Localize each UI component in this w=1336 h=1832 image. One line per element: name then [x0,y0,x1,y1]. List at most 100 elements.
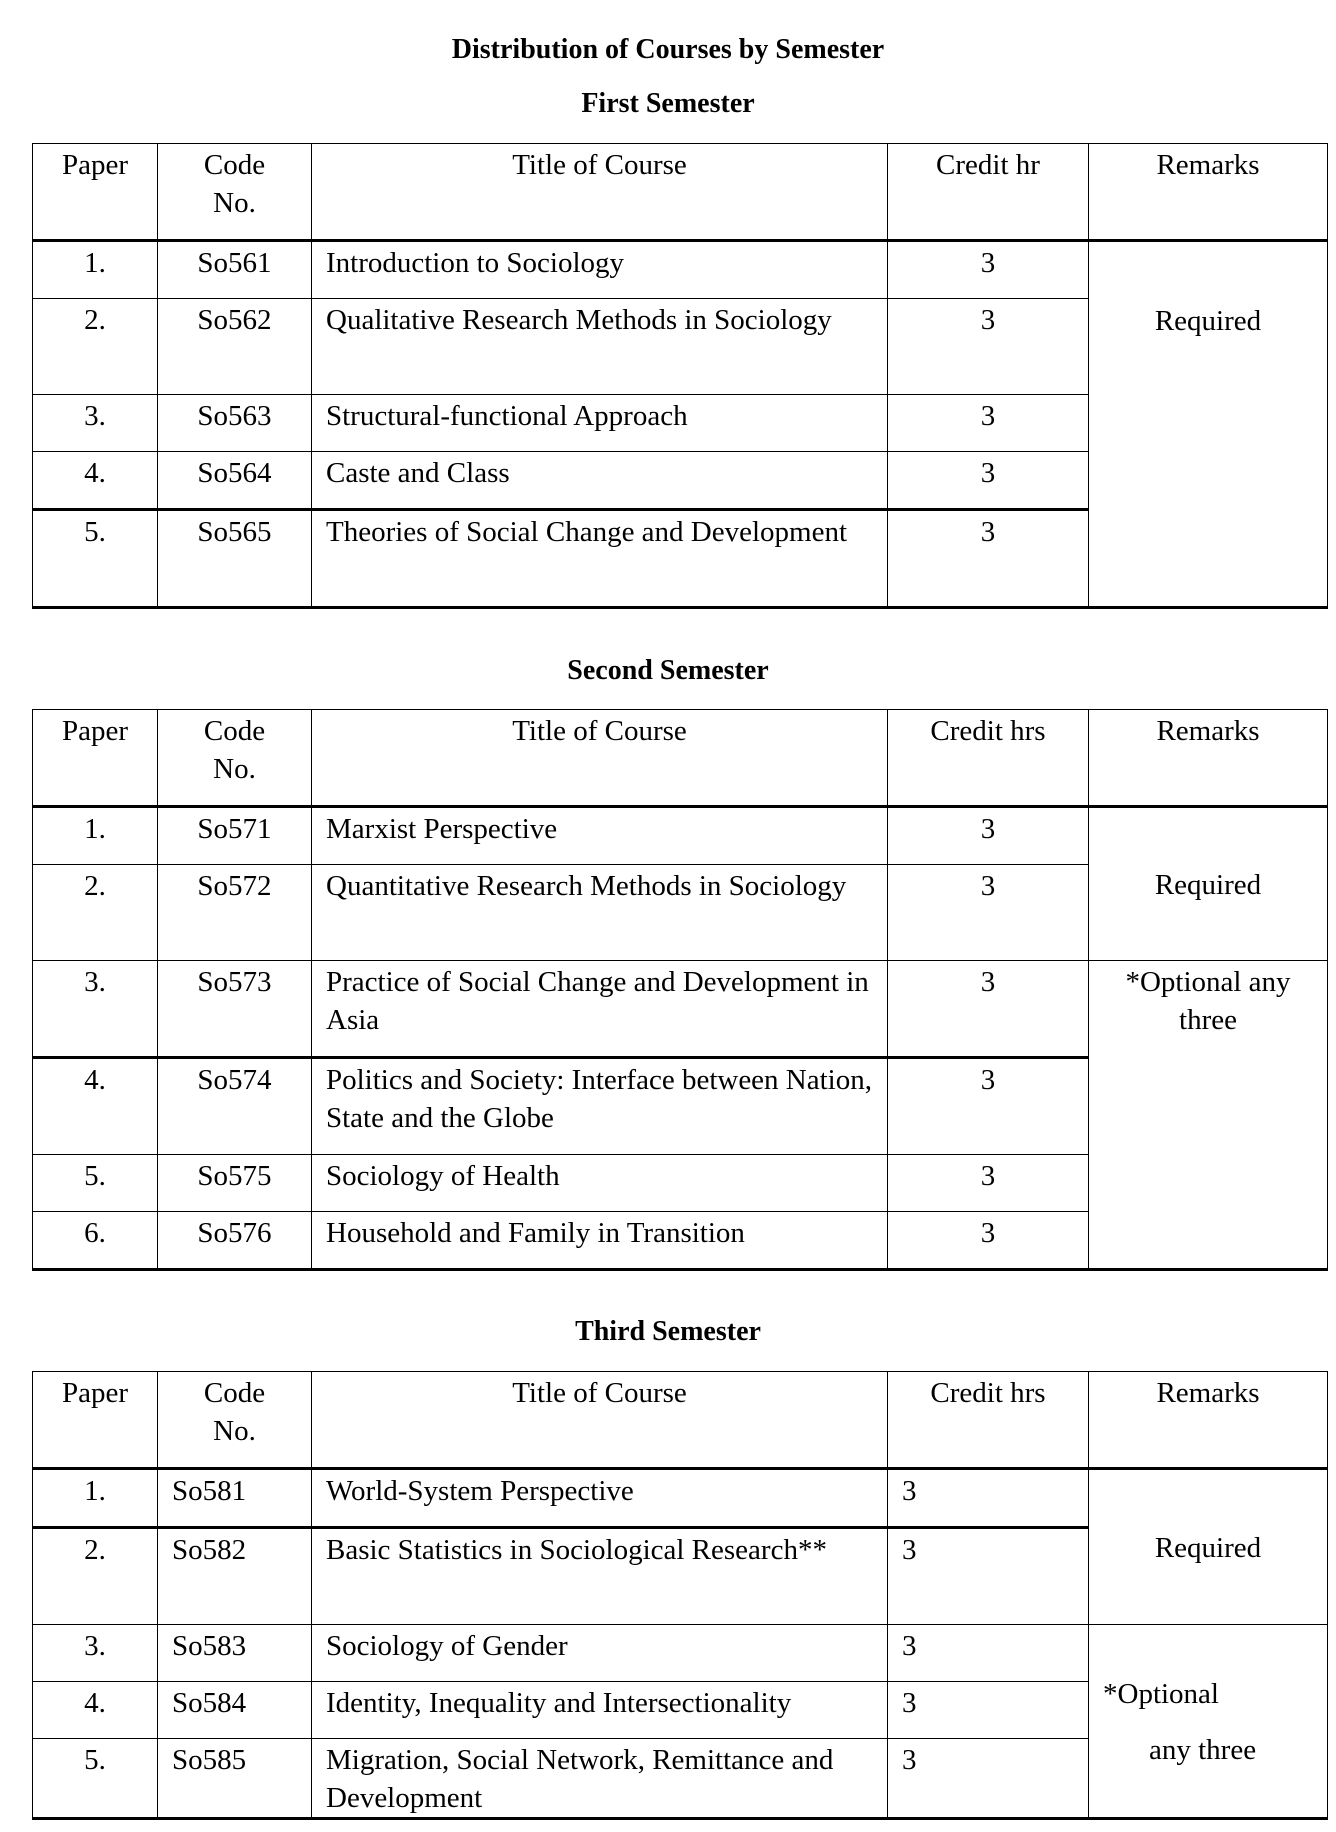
course-code: So562 [157,298,312,395]
remarks-text: any three [1149,1734,1257,1766]
course-title: Identity, Inequality and Intersectionali… [311,1681,888,1739]
credit-hours: 3 [887,1467,1089,1528]
header-paper: Paper [32,1371,158,1469]
credit-hours: 3 [887,1738,1089,1819]
table-row: 1. So561 Introduction to Sociology 3 Require… [32,239,1328,608]
paper-number: 1. [32,805,158,865]
document-title: Distribution of Courses by Semester [451,34,885,65]
table-row: 5. So585 Migration, Social Network, Remitt… [32,1738,1328,1819]
remarks-text: Required [1154,305,1262,337]
course-title: Qualitative Research Methods in Sociolog… [311,298,888,395]
course-code: So571 [157,805,312,865]
header-credit: Credit hr [887,143,1089,241]
paper-number: 5. [32,1738,158,1819]
credit-hours: 3 [887,1154,1089,1212]
header-remarks: Remarks [1088,143,1328,241]
paper-number: 4. [32,1681,158,1739]
paper-number: 5. [32,1154,158,1212]
table-row: 3. So563 Structural-functional Approach 3 [32,394,1328,452]
credit-hours: 3 [887,1056,1089,1155]
course-title: Introduction to Sociology [311,239,888,299]
table-row: 4. So574 Politics and Society: Interface b… [32,1056,1328,1155]
table-row: 4. So564 Caste and Class 3 [32,451,1328,510]
header-paper: Paper [32,709,158,807]
credit-hours: 3 [887,394,1089,452]
table-row: 2. So572 Quantitative Research Methods in … [32,864,1328,961]
credit-hours: 3 [887,1211,1089,1270]
header-row: Paper Code No. Title of Course Credit hrs Re… [32,709,1328,807]
credit-hours: 3 [887,239,1089,299]
table-row: 1. So571 Marxist Perspective 3 Required [32,805,1328,961]
semester-heading: Third Semester [575,1316,761,1347]
header-row: Paper Code No. Title of Course Credit hrs Re… [32,1371,1328,1469]
paper-number: 3. [32,394,158,452]
credit-hours: 3 [887,1526,1089,1625]
course-title: Sociology of Health [311,1154,888,1212]
header-row: Paper Code No. Title of Course Credit hr Rem… [32,143,1328,241]
course-code: So564 [157,451,312,510]
credit-hours: 3 [887,1624,1089,1682]
course-code: So583 [157,1624,312,1682]
course-title: Politics and Society: Interface between … [311,1056,888,1155]
table-row: 2. So582 Basic Statistics in Sociological … [32,1526,1328,1625]
course-table: Paper Code No. Title of Course Credit hrs Re… [32,1371,1328,1820]
paper-number: 2. [32,864,158,961]
header-paper: Paper [32,143,158,241]
table-row: 5. So575 Sociology of Health 3 [32,1154,1328,1212]
credit-hours: 3 [887,1681,1089,1739]
header-credit: Credit hrs [887,1371,1089,1469]
course-code: So582 [157,1526,312,1625]
course-title: Marxist Perspective [311,805,888,865]
course-table: Paper Code No. Title of Course Credit hrs Re… [32,709,1328,1271]
paper-number: 2. [32,1526,158,1625]
table-row: 2. So562 Qualitative Research Methods in S… [32,298,1328,395]
credit-hours: 3 [887,508,1089,608]
course-code: So575 [157,1154,312,1212]
course-title: Structural-functional Approach [311,394,888,452]
paper-number: 4. [32,451,158,510]
remarks-cell: Required [1088,1467,1328,1625]
course-table: Paper Code No. Title of Course Credit hr Rem… [32,143,1328,609]
course-title: Basic Statistics in Sociological Researc… [311,1526,888,1625]
credit-hours: 3 [887,298,1089,395]
header-code: Code No. [157,143,312,241]
course-title: Quantitative Research Methods in Sociolo… [311,864,888,961]
paper-number: 4. [32,1056,158,1155]
course-code: So572 [157,864,312,961]
credit-hours: 3 [887,805,1089,865]
header-code: Code No. [157,709,312,807]
course-code: So585 [157,1738,312,1819]
table-row: 3. So573 Practice of Social Change and Dev… [32,960,1328,1270]
paper-number: 3. [32,1624,158,1682]
course-title: World-System Perspective [311,1467,888,1528]
table-row: 5. So565 Theories of Social Change and Dev… [32,508,1328,608]
remarks-cell: *Optional any three [1088,1624,1328,1819]
remarks-cell: Required [1088,805,1328,961]
semester-heading: Second Semester [567,655,769,686]
header-title: Title of Course [311,1371,888,1469]
table-row: 1. So581 World-System Perspective 3 Required [32,1467,1328,1625]
course-title: Theories of Social Change and Developmen… [311,508,888,608]
remarks-text: *Optional [1103,1678,1219,1710]
course-title: Sociology of Gender [311,1624,888,1682]
semester-heading: First Semester [581,88,755,119]
course-code: So576 [157,1211,312,1270]
course-code: So561 [157,239,312,299]
course-code: So565 [157,508,312,608]
header-remarks: Remarks [1088,1371,1328,1469]
credit-hours: 3 [887,864,1089,961]
header-credit: Credit hrs [887,709,1089,807]
paper-number: 1. [32,1467,158,1528]
course-title: Migration, Social Network, Remittance an… [311,1738,888,1819]
remarks-text: *Optional any three [1125,966,1291,1036]
course-title: Household and Family in Transition [311,1211,888,1270]
paper-number: 2. [32,298,158,395]
course-code: So584 [157,1681,312,1739]
credit-hours: 3 [887,451,1089,510]
credit-hours: 3 [887,960,1089,1058]
course-code: So574 [157,1056,312,1155]
header-remarks: Remarks [1088,709,1328,807]
remarks-text: Required [1154,869,1262,901]
table-row: 3. So583 Sociology of Gender 3 *Optional any … [32,1624,1328,1819]
remarks-text: Required [1154,1532,1262,1564]
